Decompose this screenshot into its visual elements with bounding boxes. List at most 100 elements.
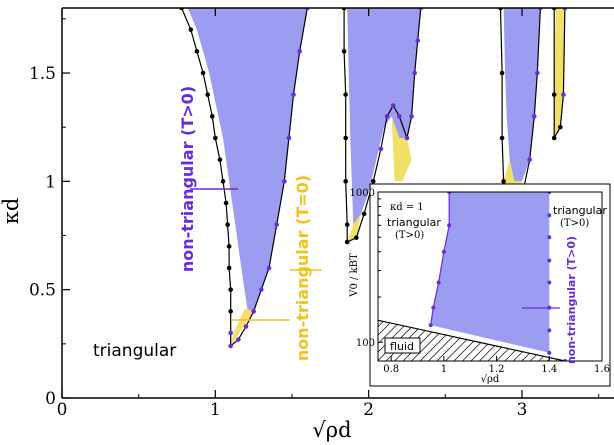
boundary-point <box>286 135 292 141</box>
boundary-point <box>217 157 223 162</box>
boundary-point <box>266 265 272 271</box>
boundary-line-3 <box>553 8 566 141</box>
inset-y-tick-label: 1000 <box>350 188 375 199</box>
inset-point <box>547 235 552 240</box>
inset-x-tick-label: 1.4 <box>541 364 557 375</box>
x-tick-label: 3 <box>517 400 528 420</box>
y-tick-label: 0 <box>45 389 56 409</box>
boundary-point <box>370 179 376 184</box>
inset-nt-positive-region <box>430 192 550 353</box>
boundary-point <box>213 135 218 141</box>
inset-triangular-right-t: (T>0) <box>560 218 589 229</box>
boundary-point <box>561 92 566 97</box>
boundary-point <box>205 92 210 97</box>
boundary-point <box>390 103 396 108</box>
boundary-point <box>194 49 200 54</box>
boundary-point <box>378 146 384 152</box>
x-axis-title: √ρd <box>312 418 351 442</box>
x-tick-label: 0 <box>57 400 68 420</box>
inset-x-tick-label: 1.6 <box>594 364 610 375</box>
inset-clip-group <box>378 192 568 361</box>
inset-point <box>547 328 552 333</box>
y-tick-label: 1 <box>45 172 56 192</box>
region-nt-zero-1 <box>347 213 361 242</box>
boundary-point <box>344 239 350 245</box>
region-nt-positive-0 <box>187 8 308 312</box>
boundary-point <box>531 114 537 119</box>
boundary-point <box>291 92 296 97</box>
boundary-point <box>243 324 249 329</box>
boundary-point <box>297 49 302 54</box>
region-nt-positive-2 <box>503 8 541 182</box>
boundary-point <box>344 222 350 227</box>
inset-point <box>441 249 446 254</box>
boundary-point <box>535 70 540 76</box>
boundary-point <box>223 200 229 206</box>
inset-point <box>547 213 552 218</box>
region-nt-zero-0 <box>230 309 254 346</box>
boundary-point <box>209 114 215 119</box>
y-axis-title: κd <box>0 198 23 225</box>
nt-zero-label: non-triangular (T=0) <box>293 175 312 361</box>
inset-plot-area: 0.8 1 1.2 1.4 1.6 100 1000 √ρd V0 / kBT κd = 1 tri… <box>349 183 611 387</box>
inset-x-tick-label: 0.8 <box>383 364 399 375</box>
boundary-point <box>228 287 233 292</box>
inset-triangular-left: triangular <box>387 216 441 229</box>
inset-point <box>547 350 552 355</box>
inset-kappa-label: κd = 1 <box>390 202 424 213</box>
main-plot-area: 0 1 2 3 0 0.5 1 1.5 √ρd κd non-triangular (T>0) non… <box>0 7 614 442</box>
boundary-point <box>236 337 241 342</box>
boundary-point <box>551 135 557 141</box>
boundary-point <box>228 343 233 349</box>
inset-point <box>431 305 436 310</box>
boundary-point <box>412 70 417 76</box>
boundary-point <box>354 235 359 240</box>
x-tick-label: 1 <box>210 400 221 420</box>
boundary-point <box>343 179 348 184</box>
boundary-point <box>225 222 230 227</box>
main-clip-group <box>179 8 568 349</box>
boundary-point <box>228 330 233 336</box>
boundary-point <box>343 92 348 97</box>
boundary-point <box>527 157 532 162</box>
boundary-point <box>499 70 505 76</box>
inset-point <box>428 323 433 328</box>
boundary-point <box>226 244 232 249</box>
boundary-line-0 <box>181 8 308 348</box>
inset-point <box>547 280 552 285</box>
boundary-point <box>200 70 206 76</box>
boundary-point <box>499 135 505 141</box>
nt-positive-label: non-triangular (T>0) <box>178 86 197 272</box>
boundary-point <box>228 309 233 314</box>
boundary-point <box>341 49 347 54</box>
boundary-point <box>409 114 414 119</box>
triangular-label: triangular <box>93 341 176 361</box>
boundary-point <box>415 38 421 43</box>
boundary-point <box>404 135 410 141</box>
boundary-point <box>397 114 402 119</box>
x-tick-label: 2 <box>363 400 374 420</box>
boundary-point <box>251 309 256 314</box>
inset-x-tick-label: 1.2 <box>489 364 505 375</box>
inset-x-title: √ρd <box>481 374 500 385</box>
boundary-point <box>551 92 557 97</box>
inset-y-tick-label: 100 <box>356 338 375 349</box>
inset-fluid-boundary <box>378 319 566 361</box>
boundary-point <box>220 179 226 184</box>
boundary-point <box>226 265 232 271</box>
region-nt-zero-2 <box>391 116 412 182</box>
inset-x-tick-label: 1 <box>441 364 447 375</box>
inset-triangular-right: triangular <box>553 204 607 217</box>
inset-nt-label: non-triangular (T>0) <box>565 236 578 364</box>
inset-y-title: V0 / kBT <box>349 253 360 298</box>
y-tick-label: 1.5 <box>29 64 56 84</box>
inset-point <box>447 223 452 228</box>
boundary-point <box>188 27 194 32</box>
boundary-point <box>361 211 367 217</box>
boundary-point <box>558 124 563 130</box>
inset-point <box>436 280 441 285</box>
boundary-point <box>274 222 279 227</box>
inset-left-boundary <box>430 192 450 326</box>
boundary-point <box>384 114 390 119</box>
